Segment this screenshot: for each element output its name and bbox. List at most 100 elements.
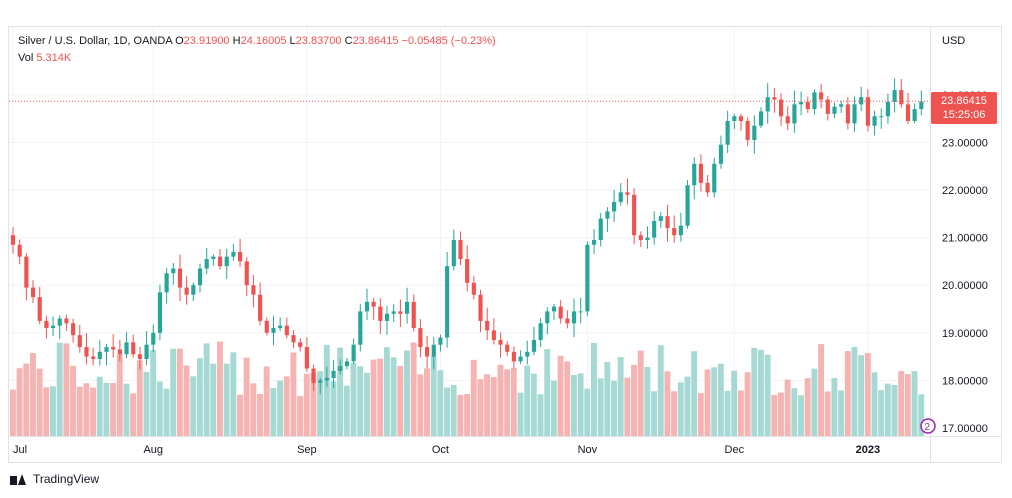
candle-body [157, 292, 163, 333]
volume-bar [851, 347, 858, 436]
y-tick-label: 17.00000 [942, 423, 988, 435]
candle-body [151, 332, 156, 345]
candle-body [685, 185, 690, 226]
candle-body [545, 311, 550, 324]
candle-body [672, 228, 677, 236]
tradingview-logo-icon [10, 473, 27, 485]
volume-bar [898, 371, 905, 436]
candle-body [431, 344, 436, 357]
volume-bar [824, 391, 831, 436]
price-axis[interactable]: 17.00000 18.00000 19.00000 20.00000 21.00000… [942, 90, 988, 435]
volume-bar [751, 347, 758, 436]
volume-bar [430, 356, 437, 436]
volume-bar [784, 379, 791, 436]
y-tick-label: 19.00000 [942, 328, 988, 340]
volume-bar [357, 366, 364, 436]
candle-body [565, 318, 570, 324]
candle-body [204, 259, 209, 269]
candle-body [905, 104, 911, 121]
volume-bar [637, 350, 644, 436]
volume-bar [470, 359, 477, 436]
open-value: 23.91900 [183, 35, 230, 47]
time-axis[interactable]: Jul Aug Sep Oct Nov Dec 2023 [13, 444, 880, 456]
volume-bar [176, 348, 183, 436]
candle-body [598, 218, 603, 240]
candle-body [558, 306, 563, 319]
chart-frame[interactable] [8, 26, 1002, 463]
candle-body [839, 104, 844, 107]
volume-bar [644, 367, 651, 436]
candle-body [899, 90, 904, 105]
y-tick-label: 23.00000 [942, 137, 988, 149]
candle-body [244, 261, 249, 286]
volume-bars [9, 341, 925, 436]
volume-bar [691, 351, 698, 436]
event-marker-label: 2 [925, 422, 931, 433]
volume-bar [283, 376, 290, 436]
candle-body [778, 99, 784, 117]
volume-bar [263, 366, 270, 436]
candle-body [231, 251, 236, 257]
candle-body [324, 378, 329, 381]
high-value: 24.16005 [240, 35, 287, 47]
volume-bar [156, 381, 163, 436]
volume-bar [717, 363, 724, 436]
candle-body [712, 163, 717, 193]
vol-value: 5.314K [36, 52, 72, 64]
volume-bar [891, 384, 898, 436]
volume-bar [203, 343, 210, 436]
volume-bar [677, 382, 684, 436]
candle-body [117, 349, 122, 355]
volume-bar [377, 358, 384, 436]
volume-bar [257, 393, 263, 436]
volume-bar [904, 374, 911, 436]
candle-body [44, 320, 49, 329]
candle-body [10, 235, 16, 245]
volume-bar [664, 371, 671, 436]
candle-body [411, 301, 416, 329]
candle-body [191, 285, 196, 295]
volume-bar [16, 368, 23, 436]
candle-body [625, 192, 630, 195]
event-marker-icon[interactable] [920, 418, 936, 434]
candle-body [638, 235, 643, 240]
tradingview-footer[interactable]: TradingView [10, 472, 99, 486]
candle-body [37, 297, 42, 321]
candle-body [805, 101, 810, 110]
volume-bar [410, 342, 417, 436]
candle-body [745, 120, 750, 141]
volume-bar [844, 351, 851, 436]
volume-bar [591, 342, 597, 436]
candle-body [678, 225, 683, 236]
y-tick-label: 22.00000 [942, 185, 988, 197]
x-tick-label: Dec [725, 444, 745, 456]
x-tick-label: Nov [578, 444, 598, 456]
volume-bar [250, 383, 257, 436]
candle-body [518, 356, 523, 362]
currency-label[interactable]: USD [942, 35, 966, 47]
candle-body [344, 361, 350, 367]
volume-bar [450, 384, 457, 436]
last-price-value: 23.86415 [941, 95, 987, 107]
volume-bar [23, 363, 30, 436]
candle-body [271, 328, 276, 333]
vol-label[interactable]: Vol [18, 52, 34, 64]
candle-body [705, 182, 710, 193]
volume-bar [911, 371, 918, 436]
candle-body [378, 306, 383, 321]
volume-bar [130, 393, 137, 436]
volume-bar [577, 373, 584, 436]
candle-body [919, 101, 924, 110]
candle-body [30, 287, 36, 298]
volume-bar [170, 348, 177, 436]
volume-bar [724, 390, 731, 436]
candle-body [792, 104, 797, 124]
volume-bar [684, 376, 691, 436]
candle-body [104, 347, 109, 352]
symbol-label[interactable]: Silver / U.S. Dollar, 1D, OANDA [18, 35, 173, 47]
candle-body [511, 351, 516, 362]
volume-bar [50, 386, 56, 436]
candle-body [652, 220, 657, 238]
volume-bar [798, 395, 804, 436]
